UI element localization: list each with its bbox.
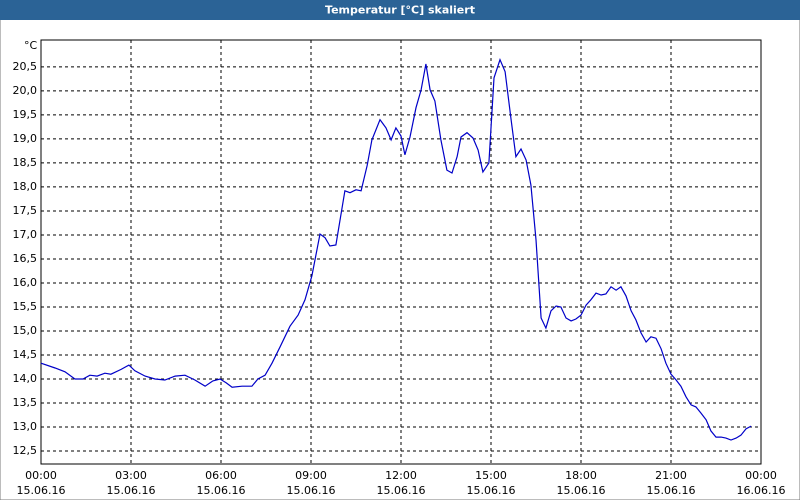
x-tick-date: 15.06.16 <box>197 484 246 497</box>
y-tick-label: 18,0 <box>13 180 38 193</box>
y-tick-label: 17,5 <box>13 204 38 217</box>
x-tick-date: 15.06.16 <box>647 484 696 497</box>
y-tick-label: 15,5 <box>13 300 38 313</box>
y-tick-label: 19,0 <box>13 132 38 145</box>
title-bar <box>0 0 800 20</box>
x-tick-label: 21:00 <box>655 469 687 482</box>
temperature-line <box>40 57 752 441</box>
x-tick-label: 03:00 <box>115 469 147 482</box>
y-tick-label: 18,5 <box>13 156 38 169</box>
y-tick-label: 14,0 <box>13 372 38 385</box>
x-tick-date: 15.06.16 <box>287 484 336 497</box>
y-tick-label: 17,0 <box>13 228 38 241</box>
x-tick-date: 16.06.16 <box>737 484 786 497</box>
y-tick-label: 20,5 <box>13 60 38 73</box>
x-tick-date: 15.06.16 <box>107 484 156 497</box>
y-tick-label: 16,5 <box>13 252 38 265</box>
y-tick-label: 12,5 <box>13 444 38 457</box>
x-tick-label: 12:00 <box>385 469 417 482</box>
x-tick-date: 15.06.16 <box>557 484 606 497</box>
y-tick-label: 20,0 <box>13 84 38 97</box>
x-tick-date: 15.06.16 <box>467 484 516 497</box>
x-tick-label: 06:00 <box>205 469 237 482</box>
y-tick-label: 14,5 <box>13 348 38 361</box>
x-tick-label: 00:00 <box>745 469 777 482</box>
x-tick-date: 15.06.16 <box>17 484 66 497</box>
y-tick-label: 13,0 <box>13 420 38 433</box>
y-tick-label: 13,5 <box>13 396 38 409</box>
x-tick-label: 00:00 <box>25 469 57 482</box>
x-tick-label: 09:00 <box>295 469 327 482</box>
y-tick-label: 19,5 <box>13 108 38 121</box>
y-unit: °C <box>24 39 38 52</box>
x-tick-label: 15:00 <box>475 469 507 482</box>
x-tick-label: 18:00 <box>565 469 597 482</box>
y-tick-label: 15,0 <box>13 324 38 337</box>
x-tick-date: 15.06.16 <box>377 484 426 497</box>
chart-title: Temperatur [°C] skaliert <box>325 4 475 17</box>
y-tick-label: 16,0 <box>13 276 38 289</box>
